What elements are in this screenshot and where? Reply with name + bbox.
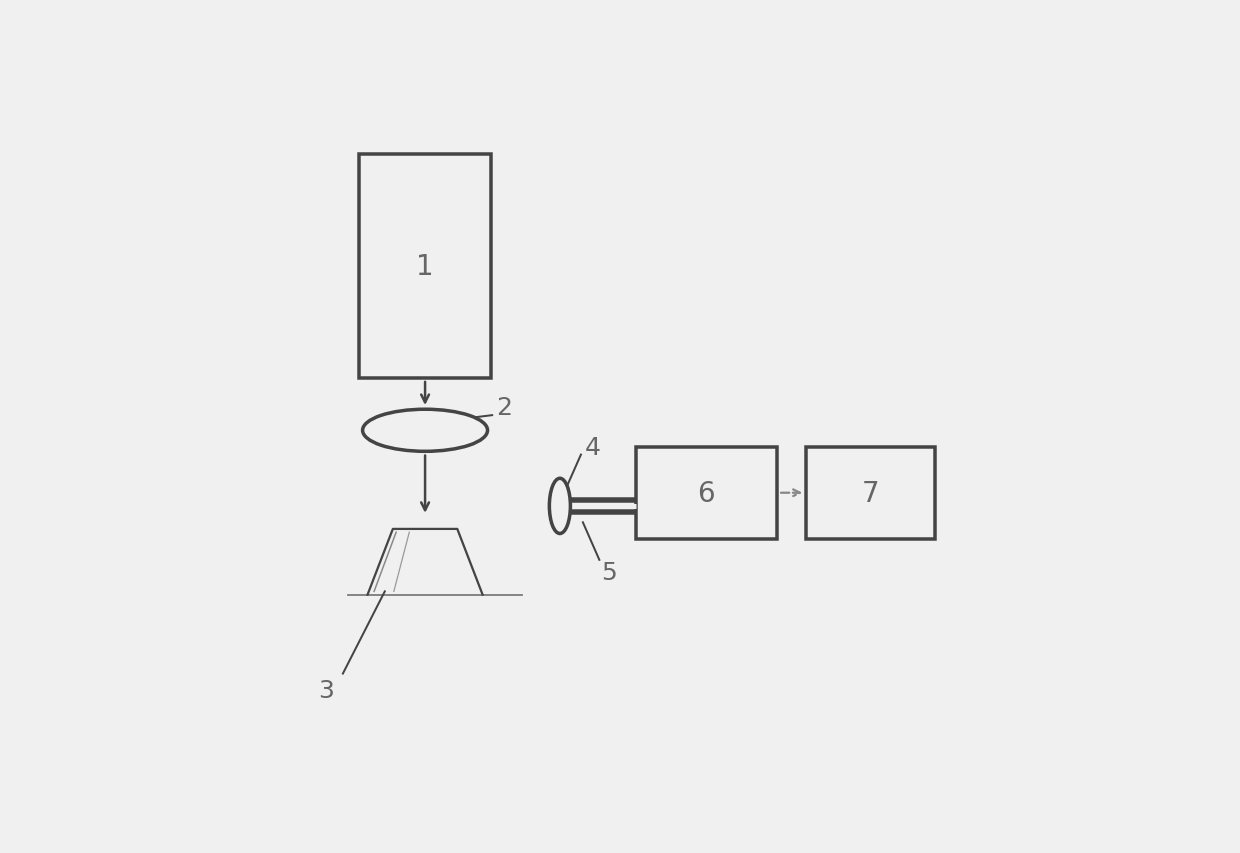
Ellipse shape [549, 479, 570, 534]
Text: 1: 1 [417, 252, 434, 281]
Ellipse shape [362, 409, 487, 452]
Text: 3: 3 [319, 678, 335, 702]
Text: 2: 2 [496, 396, 512, 420]
Bar [360, 155, 491, 378]
Bar [806, 447, 935, 539]
Text: 6: 6 [697, 479, 715, 508]
Text: 7: 7 [862, 479, 879, 508]
Text: 4: 4 [585, 435, 600, 459]
Bar [635, 447, 777, 539]
Text: 5: 5 [601, 560, 618, 584]
